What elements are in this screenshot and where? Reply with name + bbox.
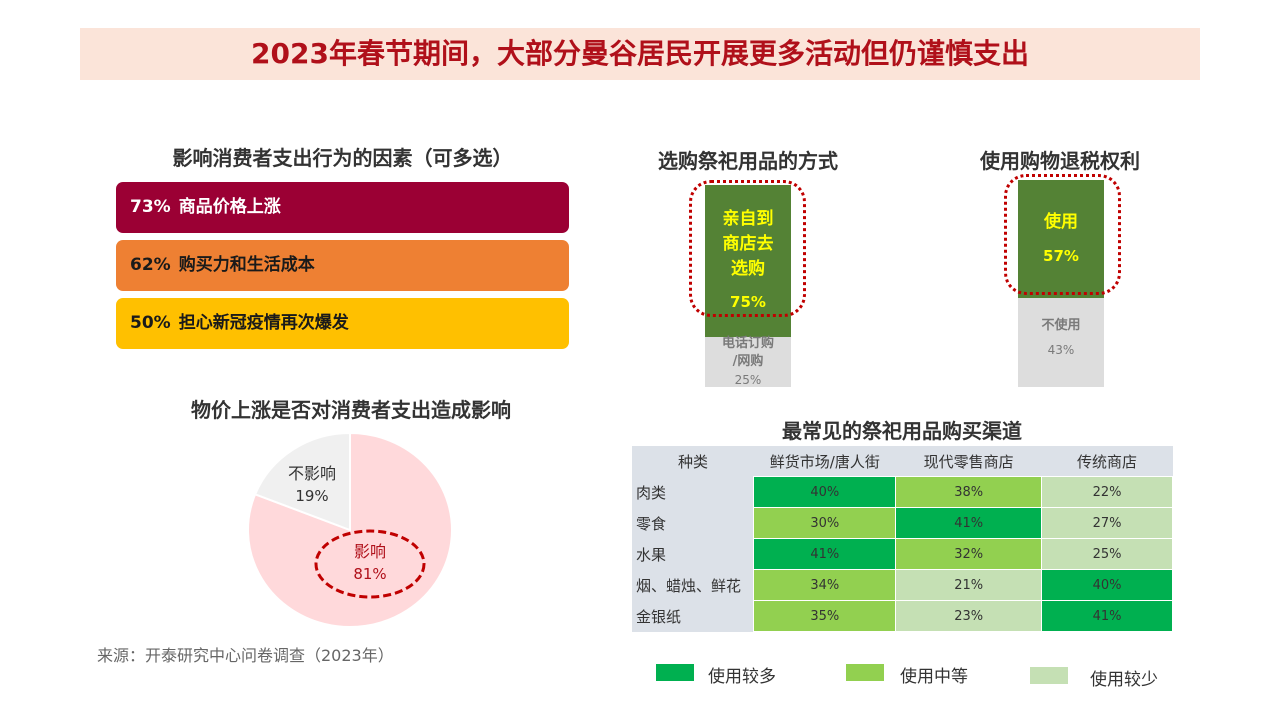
pie-label-not-affected: 不影响 bbox=[288, 464, 336, 483]
pie-label-affected: 影响 bbox=[354, 542, 386, 561]
segment-label: 选购 bbox=[731, 259, 765, 280]
category-cell: 烟、蜡烛、鲜花 bbox=[632, 569, 754, 601]
factor-bar: 73% 商品价格上涨 bbox=[116, 182, 569, 233]
segment-label: /网购 bbox=[732, 353, 764, 369]
legend-swatch-mid bbox=[846, 664, 884, 681]
value-cell: 41% bbox=[753, 538, 897, 570]
table-header-row: 种类 鲜货市场/唐人街 现代零售商店 传统商店 bbox=[632, 446, 1173, 477]
value-cell: 23% bbox=[895, 600, 1043, 632]
pie-title: 物价上涨是否对消费者支出造成影响 bbox=[191, 398, 511, 422]
value-cell: 40% bbox=[1041, 569, 1173, 601]
table-header-cell: 种类 bbox=[632, 446, 754, 477]
value-cell: 34% bbox=[753, 569, 897, 601]
segment-label: 商店去 bbox=[722, 234, 774, 255]
highlight-ring bbox=[314, 529, 426, 599]
pie-chart: 影响 81% 不影响 19% bbox=[247, 431, 453, 628]
factor-pct: 62% bbox=[130, 255, 171, 275]
legend-swatch-low bbox=[1030, 667, 1068, 684]
factors-title: 影响消费者支出行为的因素（可多选） bbox=[172, 146, 513, 170]
segment-value: 57% bbox=[1043, 246, 1079, 265]
stack-segment-online: 电话订购 /网购 25% bbox=[705, 335, 791, 387]
legend-label: 使用中等 bbox=[900, 667, 968, 687]
table-row: 肉类 40% 38% 22% bbox=[632, 476, 1173, 508]
table-header-cell: 传统商店 bbox=[1041, 446, 1173, 477]
tax-refund-stack: 使用 57% 不使用 43% bbox=[1018, 180, 1104, 387]
table-header-cell: 鲜货市场/唐人街 bbox=[753, 446, 896, 477]
pie-value-not-affected: 19% bbox=[295, 487, 328, 505]
factor-pct: 50% bbox=[130, 313, 171, 333]
table-row: 零食 30% 41% 27% bbox=[632, 507, 1173, 539]
table-header-cell: 现代零售商店 bbox=[895, 446, 1042, 477]
legend-label: 使用较少 bbox=[1090, 670, 1158, 690]
category-cell: 零食 bbox=[632, 507, 754, 539]
page-title: 2023年春节期间，大部分曼谷居民开展更多活动但仍谨慎支出 bbox=[251, 37, 1029, 70]
legend-swatch-high bbox=[656, 664, 694, 681]
channels-title: 最常见的祭祀用品购买渠道 bbox=[782, 419, 1022, 443]
category-cell: 金银纸 bbox=[632, 600, 754, 632]
value-cell: 41% bbox=[895, 507, 1043, 539]
stack-segment-not-used: 不使用 43% bbox=[1018, 297, 1104, 387]
table-row: 烟、蜡烛、鲜花 34% 21% 40% bbox=[632, 569, 1173, 601]
category-cell: 水果 bbox=[632, 538, 754, 570]
segment-label: 电话订购 bbox=[721, 335, 774, 351]
factor-label: 担心新冠疫情再次爆发 bbox=[178, 313, 349, 333]
channels-table: 种类 鲜货市场/唐人街 现代零售商店 传统商店 肉类 40% 38% 22% 零食 30%… bbox=[632, 446, 1173, 632]
segment-label: 不使用 bbox=[1041, 317, 1081, 333]
value-cell: 35% bbox=[753, 600, 897, 632]
value-cell: 32% bbox=[895, 538, 1043, 570]
stack-segment-used: 使用 57% bbox=[1018, 180, 1104, 298]
value-cell: 40% bbox=[753, 476, 897, 508]
value-cell: 25% bbox=[1041, 538, 1173, 570]
segment-label: 使用 bbox=[1044, 211, 1078, 232]
factor-label: 购买力和生活成本 bbox=[178, 255, 315, 275]
highlight-ring bbox=[1004, 174, 1121, 295]
value-cell: 22% bbox=[1041, 476, 1173, 508]
segment-label: 亲自到 bbox=[722, 209, 774, 230]
table-row: 水果 41% 32% 25% bbox=[632, 538, 1173, 570]
pie-value-affected: 81% bbox=[353, 565, 386, 583]
table-row: 金银纸 35% 23% 41% bbox=[632, 600, 1173, 632]
value-cell: 38% bbox=[895, 476, 1043, 508]
value-cell: 21% bbox=[895, 569, 1043, 601]
segment-value: 43% bbox=[1047, 342, 1075, 357]
legend-label: 使用较多 bbox=[708, 667, 776, 687]
purchase-method-stack: 亲自到 商店去 选购 75% 电话订购 /网购 25% bbox=[705, 185, 791, 387]
value-cell: 41% bbox=[1041, 600, 1173, 632]
value-cell: 30% bbox=[753, 507, 897, 539]
factor-pct: 73% bbox=[130, 197, 171, 217]
tax-refund-title: 使用购物退税权利 bbox=[980, 149, 1140, 173]
title-banner bbox=[80, 28, 1200, 80]
factor-bar: 50% 担心新冠疫情再次爆发 bbox=[116, 298, 569, 349]
segment-value: 25% bbox=[734, 372, 762, 387]
source-note: 来源：开泰研究中心问卷调查（2023年） bbox=[97, 646, 394, 665]
factor-bar: 62% 购买力和生活成本 bbox=[116, 240, 569, 291]
pie-slice-not-affected bbox=[253, 431, 351, 532]
stack-segment-in-store: 亲自到 商店去 选购 75% bbox=[705, 185, 791, 337]
highlight-ring bbox=[689, 180, 806, 317]
purchase-method-title: 选购祭祀用品的方式 bbox=[658, 149, 838, 173]
value-cell: 27% bbox=[1041, 507, 1173, 539]
category-cell: 肉类 bbox=[632, 476, 754, 508]
factor-label: 商品价格上涨 bbox=[178, 197, 281, 217]
segment-value: 75% bbox=[730, 293, 766, 312]
